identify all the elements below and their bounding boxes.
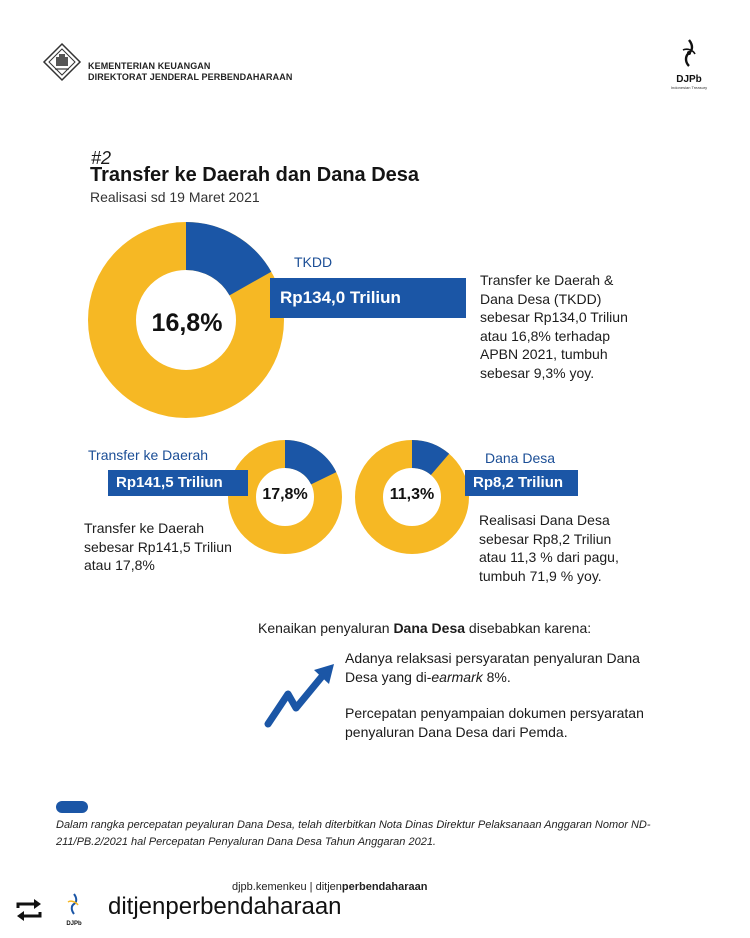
tkdd-desc-line: sebesar 9,3% yoy. — [480, 364, 595, 381]
avatar-label: DJPb — [66, 921, 82, 927]
tkdd-amount-bar: Rp134,0 Triliun — [270, 278, 466, 318]
transfer-daerah-amount-bar: Rp141,5 Triliun — [108, 470, 248, 496]
repost-icon[interactable] — [14, 896, 44, 924]
transfer-daerah-desc-line: atau 17,8% — [84, 557, 155, 573]
reasons-heading: Kenaikan penyaluran Dana Desa disebabkan… — [258, 620, 591, 636]
reason-1-text: Adanya relaksasi persyaratan penyaluran … — [345, 650, 640, 685]
tkdd-desc-line: atau 16,8% terhadap — [480, 327, 610, 344]
reason-item-1: Adanya relaksasi persyaratan penyaluran … — [345, 649, 665, 686]
social-caption-bold: perbendaharaan — [341, 881, 428, 893]
reason-item-2: Percepatan penyampaian dokumen persyarat… — [345, 705, 644, 740]
footnote-text: Dalam rangka percepatan peyaluran Dana D… — [56, 819, 651, 848]
djpb-avatar-icon — [67, 893, 79, 915]
tkdd-description: Transfer ke Daerah & Dana Desa (TKDD) se… — [480, 271, 680, 382]
dana-desa-amount-bar: Rp8,2 Triliun — [465, 470, 578, 496]
tkdd-percent: 16,8% — [151, 309, 223, 337]
transfer-daerah-desc-line: sebesar Rp141,5 Triliun — [84, 538, 232, 555]
repost-username-link[interactable]: ditjenperbendaharaan — [108, 893, 342, 920]
dana-desa-desc-line: sebesar Rp8,2 Triliun — [479, 530, 612, 547]
dana-desa-donut-realized — [411, 440, 450, 476]
dana-desa-label: Dana Desa — [485, 450, 556, 466]
dana-desa-percent: 11,3% — [389, 486, 435, 503]
reasons-heading-pre: Kenaikan penyaluran — [258, 620, 394, 636]
reason-1-italic: earmark — [431, 668, 483, 685]
page-subtitle: Realisasi sd 19 Maret 2021 — [90, 189, 260, 205]
djpb-subtitle: Indonesian Treasury — [670, 85, 708, 90]
dana-desa-desc-line: atau 11,3 % dari pagu, — [479, 549, 619, 565]
tkdd-desc-line: Dana Desa (TKDD) — [480, 290, 602, 307]
tkdd-desc-line: sebesar Rp134,0 Triliun — [480, 309, 628, 325]
ministry-line-2: DIREKTORAT JENDERAL PERBENDAHARAAN — [88, 72, 293, 82]
tkdd-donut-realized — [184, 222, 272, 297]
reasons-heading-bold: Dana Desa — [393, 620, 466, 636]
transfer-daerah-description: Transfer ke Daerah sebesar Rp141,5 Trili… — [84, 519, 284, 575]
tkdd-desc-line: Transfer ke Daerah & — [480, 272, 614, 288]
reasons-heading-post: disebabkan karena: — [465, 620, 592, 636]
page-title: Transfer ke Daerah dan Dana Desa — [90, 164, 420, 186]
tkdd-desc-line: APBN 2021, tumbuh — [480, 346, 608, 362]
dana-desa-description: Realisasi Dana Desa sebesar Rp8,2 Triliu… — [479, 511, 679, 585]
ministry-name: KEMENTERIAN KEUANGAN DIREKTORAT JENDERAL… — [88, 61, 292, 83]
djpb-logo: DJPb Indonesian Treasury — [668, 38, 710, 90]
section-number: #2 — [91, 148, 112, 168]
dana-desa-desc-line: Realisasi Dana Desa — [479, 512, 610, 528]
social-caption: djpb.kemenkeu | ditjenperbendaharaan — [232, 881, 427, 893]
dana-desa-desc-line: tumbuh 71,9 % yoy. — [479, 567, 602, 584]
djpb-mark-icon — [682, 39, 696, 67]
transfer-daerah-donut-realized — [284, 440, 337, 486]
transfer-daerah-label: Transfer ke Daerah — [88, 447, 209, 463]
transfer-daerah-percent: 17,8% — [262, 486, 308, 503]
ministry-emblem-icon — [42, 42, 82, 82]
djpb-name: DJPb — [676, 74, 702, 85]
ministry-line-1: KEMENTERIAN KEUANGAN — [88, 61, 211, 71]
transfer-daerah-desc-line: Transfer ke Daerah — [84, 520, 205, 536]
tkdd-label: TKDD — [294, 254, 333, 270]
reason-1-end: 8%. — [482, 668, 511, 685]
social-caption-pre: djpb.kemenkeu | — [232, 881, 316, 893]
avatar[interactable]: DJPb — [58, 892, 90, 928]
social-caption-mid: ditjen — [315, 881, 342, 893]
footnote-marker — [56, 801, 88, 813]
trend-up-arrow-icon — [264, 664, 334, 728]
